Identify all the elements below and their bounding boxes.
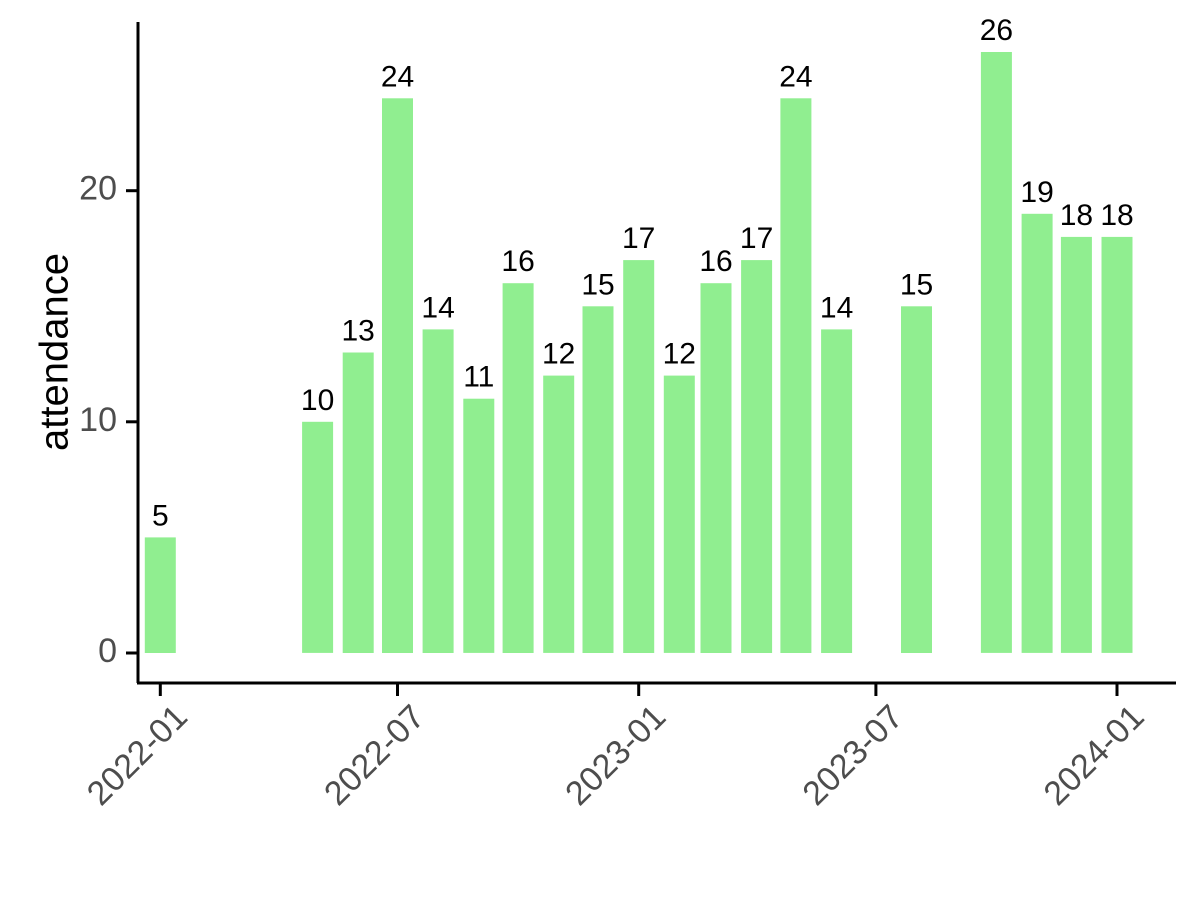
bar	[1060, 236, 1092, 653]
data-label: 18	[1060, 199, 1093, 232]
bar	[543, 375, 575, 653]
bar	[144, 537, 176, 653]
data-label: 12	[542, 338, 575, 371]
x-tick-label: 2023-07	[795, 698, 910, 813]
data-label: 14	[820, 291, 853, 324]
bar	[582, 306, 614, 653]
bar	[302, 421, 334, 653]
bar	[463, 398, 495, 653]
bar	[382, 98, 413, 654]
y-tick-label: 20	[79, 170, 117, 208]
x-tick-label: 2022-01	[80, 698, 195, 813]
y-tick-label: 0	[98, 632, 117, 670]
x-tick-label: 2024-01	[1037, 698, 1152, 813]
data-label: 14	[421, 291, 454, 324]
data-label: 18	[1100, 199, 1133, 232]
data-label: 10	[301, 384, 334, 417]
data-label: 12	[663, 338, 696, 371]
bar	[780, 98, 812, 654]
bar	[741, 260, 773, 653]
x-tick-label: 2022-07	[317, 698, 432, 813]
bar	[502, 283, 534, 653]
bar	[1101, 236, 1133, 653]
data-label: 13	[342, 315, 375, 348]
bar	[422, 329, 454, 653]
data-label: 15	[900, 268, 933, 301]
x-ticks-layer: 2022-01 2022-07 2023-01 2023-07 2024-01	[80, 683, 1152, 813]
data-label: 24	[381, 60, 414, 93]
bar	[1021, 213, 1053, 653]
y-axis-title: attendance	[33, 253, 77, 451]
bars-layer	[144, 52, 1133, 654]
bar	[663, 375, 695, 653]
data-label: 16	[699, 245, 732, 278]
y-ticks-layer: 0 10 20	[79, 170, 138, 670]
data-label: 5	[152, 499, 169, 532]
bar	[980, 52, 1012, 653]
x-tick-label: 2023-01	[558, 698, 673, 813]
bar	[821, 329, 853, 653]
data-label: 19	[1020, 176, 1053, 209]
y-tick-label: 10	[79, 401, 117, 439]
data-label: 26	[980, 14, 1013, 47]
bar	[342, 352, 374, 653]
data-label: 15	[581, 268, 614, 301]
data-label: 24	[779, 60, 812, 93]
data-label: 11	[463, 361, 494, 394]
bar	[700, 283, 732, 653]
bar	[901, 306, 932, 653]
bar	[623, 260, 655, 653]
data-label: 17	[740, 222, 773, 255]
data-label: 17	[622, 222, 655, 255]
data-label: 16	[501, 245, 534, 278]
